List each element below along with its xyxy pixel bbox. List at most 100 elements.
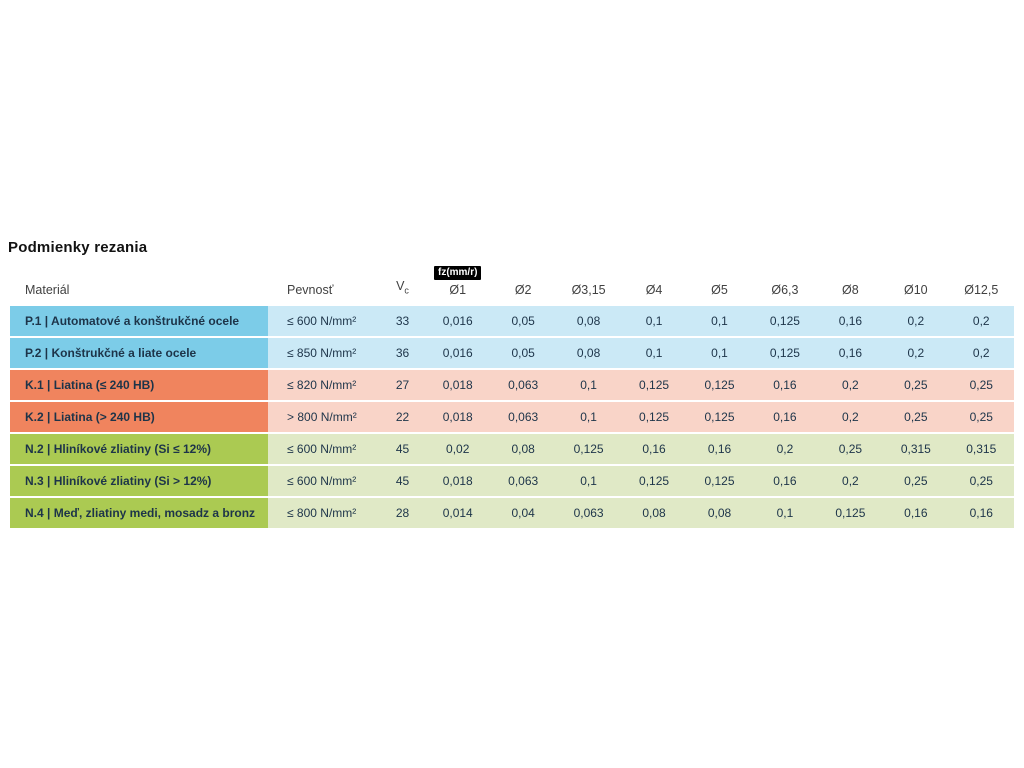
table-row: N.3 | Hliníkové zliatiny (Si > 12%) ≤ 600… xyxy=(10,466,1014,496)
strength-cell: ≤ 800 N/mm² xyxy=(287,506,357,520)
fz-value-cell: 0,1 xyxy=(580,378,597,392)
column-header-diameter: Ø8 xyxy=(818,283,883,304)
fz-value-cell: 0,125 xyxy=(639,474,670,488)
fz-value-cell: 0,125 xyxy=(639,378,670,392)
fz-value-cell: 0,2 xyxy=(842,474,859,488)
diameter-label: Ø4 xyxy=(645,283,663,297)
column-header-diameter: Ø6,3 xyxy=(752,283,817,304)
fz-value-cell: 0,05 xyxy=(511,314,535,328)
fz-value-cell: 0,014 xyxy=(442,506,473,520)
fz-value-cell: 0,018 xyxy=(442,410,473,424)
vc-subscript: c xyxy=(404,285,409,295)
fz-value-cell: 0,16 xyxy=(904,506,928,520)
vc-cell: 33 xyxy=(395,314,410,328)
table-row: N.2 | Hliníkové zliatiny (Si ≤ 12%) ≤ 600… xyxy=(10,434,1014,464)
fz-value-cell: 0,1 xyxy=(580,474,597,488)
fz-value-cell: 0,25 xyxy=(904,474,928,488)
fz-value-cell: 0,315 xyxy=(900,442,931,456)
fz-value-cell: 0,16 xyxy=(642,442,666,456)
fz-value-cell: 0,125 xyxy=(769,314,800,328)
fz-unit-badge: fz(mm/r) xyxy=(433,266,482,280)
fz-value-cell: 0,1 xyxy=(645,314,663,328)
table-row: P.1 | Automatové a konštrukčné ocele ≤ 60… xyxy=(10,306,1014,336)
vc-cell: 22 xyxy=(395,410,410,424)
fz-value-cell: 0,16 xyxy=(969,506,993,520)
fz-value-cell: 0,125 xyxy=(835,506,866,520)
fz-value-cell: 0,04 xyxy=(511,506,535,520)
fz-value-cell: 0,2 xyxy=(907,314,925,328)
table-header-row: Materiál Pevnosť Vc fz(mm/r) Ø1 Ø2 Ø3,15 Ø4 Ø… xyxy=(10,260,1014,304)
fz-value-cell: 0,063 xyxy=(508,378,539,392)
diameter-label: Ø1 xyxy=(449,283,467,297)
material-cell: N.3 | Hliníkové zliatiny (Si > 12%) xyxy=(10,466,268,496)
fz-value-cell: 0,315 xyxy=(966,442,997,456)
fz-value-cell: 0,2 xyxy=(776,442,794,456)
fz-value-cell: 0,25 xyxy=(904,378,928,392)
strength-cell: ≤ 600 N/mm² xyxy=(287,314,357,328)
fz-value-cell: 0,125 xyxy=(704,474,735,488)
column-header-diameter: fz(mm/r) Ø1 xyxy=(425,266,490,304)
material-cell: N.4 | Meď, zliatiny medi, mosadz a bronz xyxy=(10,498,268,528)
material-cell: N.2 | Hliníkové zliatiny (Si ≤ 12%) xyxy=(10,434,268,464)
fz-value-cell: 0,2 xyxy=(907,346,925,360)
fz-value-cell: 0,25 xyxy=(904,410,928,424)
fz-value-cell: 0,2 xyxy=(972,314,990,328)
fz-value-cell: 0,2 xyxy=(842,378,859,392)
fz-value-cell: 0,16 xyxy=(773,378,797,392)
fz-value-cell: 0,2 xyxy=(842,410,859,424)
diameter-label: Ø8 xyxy=(842,283,859,297)
diameter-label: Ø2 xyxy=(514,283,532,297)
fz-value-cell: 0,1 xyxy=(645,346,663,360)
diameter-label: Ø6,3 xyxy=(771,283,799,297)
table-row: K.1 | Liatina (≤ 240 HB) ≤ 820 N/mm² 27 0,0… xyxy=(10,370,1014,400)
fz-value-cell: 0,125 xyxy=(639,410,670,424)
fz-value-cell: 0,125 xyxy=(704,378,735,392)
fz-value-cell: 0,16 xyxy=(838,314,863,328)
fz-value-cell: 0,16 xyxy=(773,474,797,488)
page-title: Podmienky rezania xyxy=(8,239,148,256)
fz-value-cell: 0,018 xyxy=(442,474,473,488)
fz-value-cell: 0,25 xyxy=(838,442,863,456)
diameter-label: Ø3,15 xyxy=(571,283,606,297)
fz-value-cell: 0,08 xyxy=(642,506,666,520)
strength-cell: ≤ 850 N/mm² xyxy=(287,346,357,360)
fz-value-cell: 0,125 xyxy=(704,410,735,424)
fz-value-cell: 0,16 xyxy=(707,442,732,456)
strength-cell: ≤ 820 N/mm² xyxy=(287,378,357,392)
fz-value-cell: 0,125 xyxy=(573,442,604,456)
fz-value-cell: 0,16 xyxy=(838,346,863,360)
diameter-label: Ø12,5 xyxy=(964,283,999,297)
table-row: N.4 | Meď, zliatiny medi, mosadz a bronz… xyxy=(10,498,1014,528)
fz-value-cell: 0,1 xyxy=(776,506,794,520)
vc-cell: 45 xyxy=(395,474,410,488)
fz-value-cell: 0,08 xyxy=(576,314,601,328)
vc-symbol: V xyxy=(396,278,405,293)
fz-value-cell: 0,063 xyxy=(508,474,539,488)
fz-value-cell: 0,05 xyxy=(511,346,535,360)
cutting-conditions-table: Materiál Pevnosť Vc fz(mm/r) Ø1 Ø2 Ø3,15 Ø4 Ø… xyxy=(10,260,1014,528)
vc-cell: 27 xyxy=(395,378,410,392)
strength-cell: > 800 N/mm² xyxy=(287,410,357,424)
column-header-vc: Vc xyxy=(380,279,425,305)
fz-value-cell: 0,1 xyxy=(711,314,728,328)
table-row: P.2 | Konštrukčné a liate ocele ≤ 850 N/m… xyxy=(10,338,1014,368)
fz-value-cell: 0,08 xyxy=(511,442,535,456)
material-cell: P.1 | Automatové a konštrukčné ocele xyxy=(10,306,268,336)
fz-value-cell: 0,16 xyxy=(773,410,797,424)
vc-cell: 28 xyxy=(395,506,410,520)
fz-value-cell: 0,016 xyxy=(442,314,473,328)
vc-cell: 36 xyxy=(395,346,410,360)
diameter-label: Ø10 xyxy=(904,283,928,297)
material-cell: K.1 | Liatina (≤ 240 HB) xyxy=(10,370,268,400)
fz-value-cell: 0,2 xyxy=(972,346,990,360)
material-cell: K.2 | Liatina (> 240 HB) xyxy=(10,402,268,432)
fz-value-cell: 0,25 xyxy=(969,474,993,488)
fz-value-cell: 0,25 xyxy=(969,378,993,392)
table-row: K.2 | Liatina (> 240 HB) > 800 N/mm² 22 0,0… xyxy=(10,402,1014,432)
column-header-material: Materiál xyxy=(25,283,70,297)
strength-cell: ≤ 600 N/mm² xyxy=(287,442,357,456)
fz-value-cell: 0,016 xyxy=(442,346,473,360)
fz-value-cell: 0,1 xyxy=(580,410,597,424)
column-header-diameter: Ø3,15 xyxy=(556,283,621,304)
column-header-strength: Pevnosť xyxy=(287,283,334,297)
